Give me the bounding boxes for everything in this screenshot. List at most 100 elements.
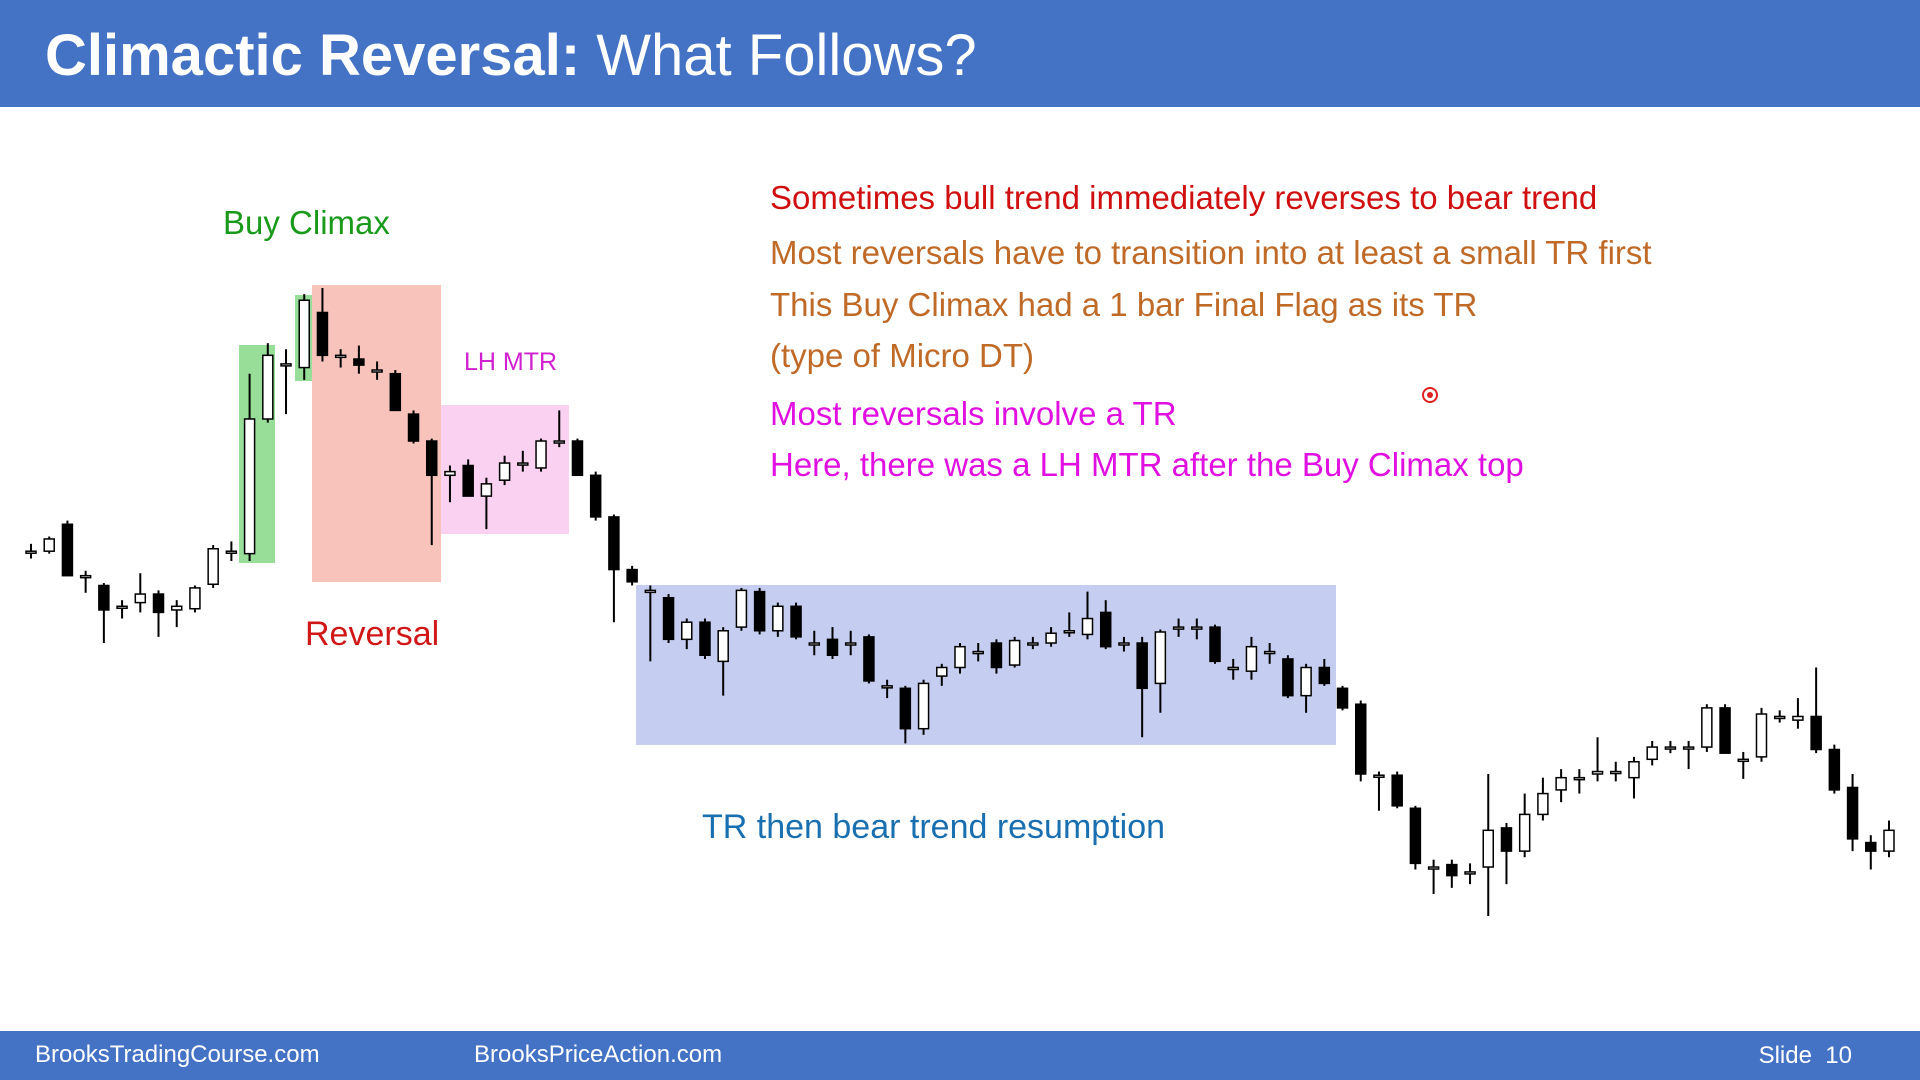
candle-body [1664,746,1677,750]
candle-body [1172,626,1185,630]
candle-body [1573,776,1586,781]
candle-body [571,440,584,477]
candle-body [1773,715,1786,720]
candle-body [626,568,638,583]
candle-body [1427,866,1440,870]
candle-body [1209,626,1221,663]
candle-body [753,590,766,632]
candle-body [1464,871,1476,875]
candle-body [717,630,729,663]
candle-body [1118,642,1130,646]
candle-body [25,550,37,554]
title: Climactic Reversal: What Follows? [45,23,977,88]
candle-body [790,605,802,638]
candle-body [1883,829,1895,852]
candle-body [1081,617,1094,636]
candle-body [1737,758,1750,763]
slide-number: Slide 10 [1759,1042,1852,1069]
candle-body [425,440,438,477]
candle-body [1154,631,1167,685]
candle-body [1263,650,1276,655]
candle-body [389,372,402,412]
candle-body [1555,776,1567,791]
label-tr: TR then bear trend resumption [702,808,1165,846]
candle-body [954,645,966,669]
candle-body [772,605,784,632]
candle-body [844,642,857,646]
candle-body [1610,770,1622,775]
candles [25,288,1895,916]
candle-body [152,593,165,614]
candle-body [280,363,292,367]
candle-body [1682,746,1695,750]
footer-middle: BrooksPriceAction.com [474,1041,722,1068]
note: Most reversals involve a TR [770,395,1177,432]
candle-body [1792,715,1804,721]
candle-body [1828,748,1841,791]
candle-body [480,483,493,497]
candle-body [1810,715,1822,751]
candle-body [116,605,128,610]
candle-body [498,462,511,481]
header-bar [0,0,1920,107]
candle-body [644,589,657,594]
candle-body [1373,774,1385,778]
title-rest: What Follows? [596,23,976,88]
candle-body [207,547,219,585]
title-bold: Climactic Reversal: [45,23,580,88]
candle-body [936,666,948,677]
candle-body [1318,666,1331,685]
candle-body [1646,746,1658,761]
highlight-reversal [312,285,441,582]
label-lh-mtr: LH MTR [464,348,557,376]
note: Here, there was a LH MTR after the Buy C… [770,446,1524,483]
footer-left: BrooksTradingCourse.com [35,1041,320,1068]
candle-body [1336,687,1349,709]
candle-body [881,685,893,689]
candle-body [826,638,839,657]
candle-body [1719,707,1731,754]
pointer-dot [1427,392,1433,398]
candle-body [1027,642,1039,646]
note: Sometimes bull trend immediately reverse… [770,179,1597,216]
footer-bar [0,1031,1920,1080]
highlight-tr [636,585,1336,745]
candle-body [1446,863,1458,877]
candle-body [899,687,912,730]
candle-body [353,358,365,366]
candle-body [608,516,620,571]
note: This Buy Climax had a 1 bar Final Flag a… [770,286,1477,323]
candle-body [444,470,456,477]
candle-body [1300,666,1312,697]
candle-body [917,682,930,730]
candle-body [298,299,310,369]
candle-body [1591,770,1604,775]
candle-body [462,464,474,497]
candle-body [262,354,274,420]
note: Most reversals have to transition into a… [770,234,1652,271]
candle-body [243,418,256,555]
candle-body [1354,703,1367,775]
candle-body [61,523,74,577]
candle-body [371,369,383,373]
candle-body [1755,713,1768,758]
candle-body [1518,813,1531,852]
candle-body [990,642,1003,669]
candle-body [334,354,347,359]
candle-body [170,605,183,611]
candle-body [43,538,55,552]
label-buy-climax: Buy Climax [223,204,390,241]
candle-body [1099,611,1112,648]
candle-body [1537,792,1549,816]
candle-body [699,621,711,657]
candle-body [225,550,238,554]
candle-body [407,413,420,442]
candle-body [1628,761,1640,779]
candle-body [1008,639,1021,666]
candle-body [1063,630,1076,634]
candle-body [1045,632,1057,644]
candle-body [1701,707,1713,748]
label-reversal: Reversal [305,615,439,653]
